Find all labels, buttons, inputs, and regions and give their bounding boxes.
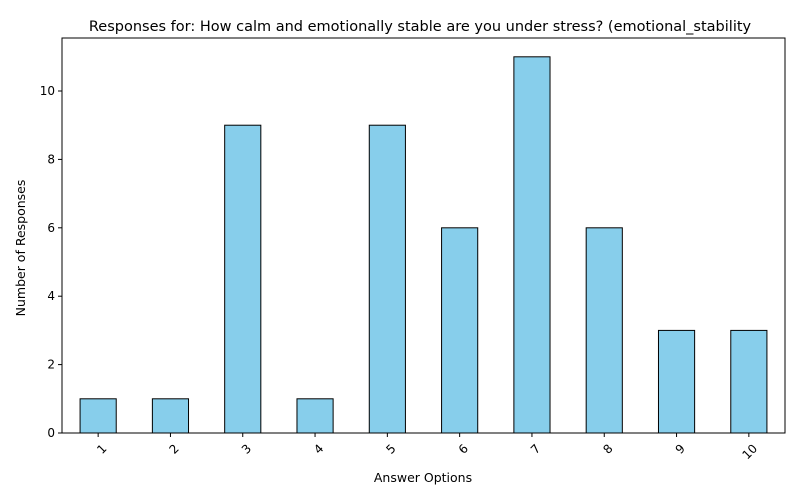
x-tick-label: 4 <box>311 441 326 456</box>
y-tick-label: 10 <box>40 84 55 98</box>
x-tick-label: 10 <box>739 441 760 462</box>
x-tick-label: 7 <box>528 441 543 456</box>
x-tick-label: 9 <box>673 441 688 456</box>
axes-frame <box>61 37 786 434</box>
bar-4 <box>296 398 334 434</box>
y-tick-label: 0 <box>47 426 55 440</box>
bar-2 <box>151 398 190 434</box>
bar-1 <box>79 398 117 434</box>
x-tick-label: 2 <box>166 441 181 456</box>
x-axis-label: Answer Options <box>374 470 472 485</box>
bar-10 <box>730 329 768 434</box>
plot-area: 1 2 3 4 5 6 7 8 9 10 0 2 4 6 8 10 <box>40 37 786 462</box>
x-tick-label: 8 <box>600 441 615 456</box>
bar-7 <box>513 56 551 434</box>
y-tick-label: 2 <box>47 358 55 372</box>
bar-6 <box>441 227 479 434</box>
x-tick-label: 5 <box>383 441 398 456</box>
bar-8 <box>585 227 623 434</box>
x-tick-label: 3 <box>239 441 254 456</box>
bar-3 <box>224 124 262 434</box>
y-tick-label: 4 <box>47 289 55 303</box>
x-tick-label: 1 <box>94 441 109 456</box>
bar-5 <box>368 124 406 434</box>
y-axis-label: Number of Responses <box>13 180 28 317</box>
bar-9 <box>657 329 696 434</box>
y-tick-label: 8 <box>47 152 55 166</box>
y-tick-label: 6 <box>47 221 55 235</box>
x-tick-label: 6 <box>456 441 471 456</box>
chart-title: Responses for: How calm and emotionally … <box>89 19 752 35</box>
